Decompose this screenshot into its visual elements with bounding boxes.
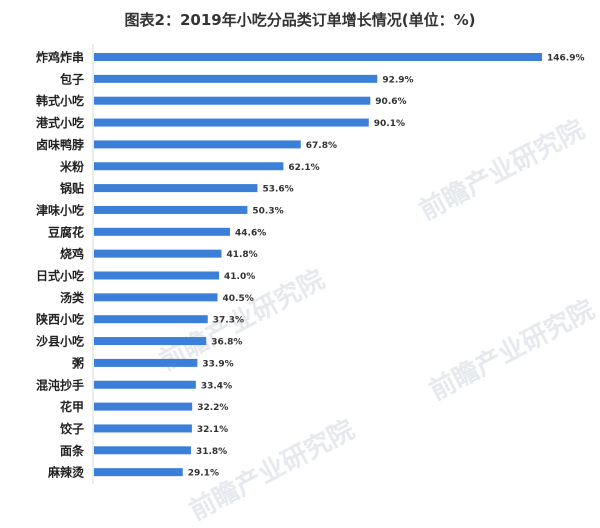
- data-label: 53.6%: [262, 185, 293, 195]
- category-label: 陕西小吃: [36, 312, 84, 327]
- data-label: 32.1%: [197, 425, 228, 435]
- data-label: 41.0%: [224, 272, 255, 282]
- bar: [94, 337, 207, 346]
- bar: [94, 271, 220, 280]
- category-label: 炸鸡炸串: [36, 50, 84, 65]
- bar: [94, 424, 192, 433]
- data-label: 37.3%: [213, 316, 244, 326]
- data-label: 33.4%: [201, 381, 232, 391]
- data-label: 90.1%: [374, 119, 405, 129]
- category-label: 混沌抄手: [36, 377, 84, 392]
- category-label: 麻辣烫: [47, 465, 85, 480]
- data-label: 31.8%: [196, 447, 227, 457]
- data-label: 62.1%: [288, 163, 319, 173]
- category-label: 豆腐花: [48, 224, 84, 239]
- category-label: 米粉: [60, 159, 84, 174]
- bar: [94, 315, 208, 324]
- category-label: 锅贴: [60, 181, 84, 196]
- bar: [94, 162, 284, 171]
- bar: [94, 227, 231, 236]
- category-label: 沙县小吃: [36, 334, 84, 349]
- bar: [94, 140, 301, 149]
- category-label: 烧鸡: [60, 246, 84, 261]
- category-label: 饺子: [60, 421, 84, 436]
- bar: [94, 380, 196, 389]
- data-label: 90.6%: [375, 97, 406, 107]
- category-label: 粥: [72, 355, 84, 370]
- data-label: 44.6%: [235, 228, 266, 238]
- category-label: 韩式小吃: [36, 93, 84, 108]
- data-label: 40.5%: [223, 294, 254, 304]
- category-label: 卤味鸭脖: [36, 137, 84, 152]
- bar: [94, 249, 222, 258]
- data-label: 41.8%: [226, 250, 257, 260]
- data-label: 29.1%: [188, 469, 219, 479]
- data-label: 50.3%: [252, 206, 283, 216]
- chart-title: 图表2：2019年小吃分品类订单增长情况(单位：%): [124, 11, 476, 29]
- bar: [94, 402, 193, 411]
- data-label: 33.9%: [202, 359, 233, 369]
- data-label: 67.8%: [306, 141, 337, 151]
- category-label: 津味小吃: [36, 202, 84, 217]
- category-label: 包子: [59, 71, 84, 86]
- bar: [94, 293, 218, 302]
- category-label: 港式小吃: [36, 115, 84, 130]
- bar: [94, 468, 183, 477]
- category-label: 花甲: [60, 399, 84, 414]
- bar-chart: 炸鸡炸串 146.9% 包子 92.9% 韩式小吃 90.6% 港式小吃 90.1% 卤味鸭脖 6…: [36, 44, 585, 484]
- bar: [94, 446, 191, 455]
- bar: [94, 74, 378, 83]
- data-label: 146.9%: [547, 54, 585, 64]
- bar: [94, 118, 369, 127]
- category-label: 面条: [60, 443, 85, 458]
- data-label: 36.8%: [211, 338, 242, 348]
- category-label: 汤类: [60, 290, 85, 305]
- category-label: 日式小吃: [36, 268, 84, 283]
- bar: [94, 53, 542, 61]
- bar: [94, 184, 258, 193]
- data-label: 32.2%: [197, 403, 228, 413]
- bar: [94, 96, 371, 105]
- data-label: 92.9%: [382, 75, 413, 85]
- bar: [94, 358, 198, 367]
- bar: [94, 205, 248, 214]
